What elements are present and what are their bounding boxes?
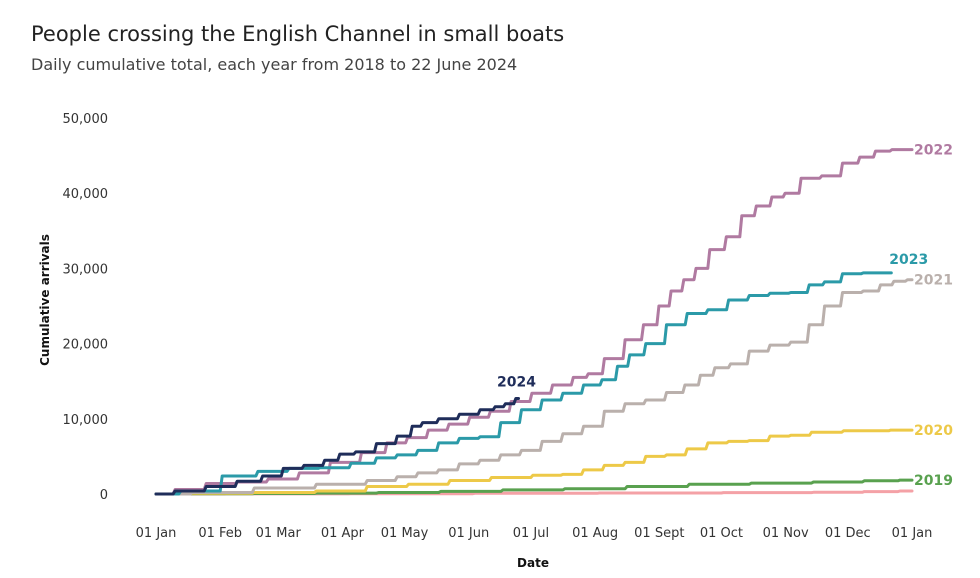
series-label-2023: 2023: [889, 252, 928, 268]
series-label-2019: 2019: [914, 473, 953, 489]
series-label-2024: 2024: [497, 374, 536, 390]
series-label-2022: 2022: [914, 143, 953, 159]
y-tick-label: 0: [100, 488, 108, 503]
x-tick-label: 01 Nov: [763, 526, 809, 541]
x-tick-label: 01 Aug: [572, 526, 618, 541]
series-labels: 2019 2020 2021 2022 2023 2024: [497, 143, 953, 490]
x-tick-label: 01 May: [381, 526, 429, 541]
y-tick-label: 10,000: [63, 413, 109, 428]
series-line-2024: [154, 397, 520, 496]
series-line-2022: [154, 148, 914, 496]
y-tick-label: 30,000: [63, 262, 109, 277]
series-line-2021: [154, 278, 914, 496]
x-tick-label: 01 Jan: [892, 526, 933, 541]
chart-subtitle: Daily cumulative total, each year from 2…: [31, 55, 518, 74]
x-tick-label: 01 Mar: [256, 526, 302, 541]
series-label-2021: 2021: [914, 273, 953, 289]
x-tick-label: 01 Jul: [513, 526, 549, 541]
x-axis-title: Date: [517, 556, 549, 570]
y-tick-label: 50,000: [63, 112, 109, 127]
x-axis: 01 Jan 01 Feb 01 Mar 01 Apr 01 May 01 Jun 01 J…: [136, 526, 933, 541]
x-tick-label: 01 Dec: [825, 526, 871, 541]
chart-title: People crossing the English Channel in s…: [31, 22, 565, 46]
series-line-2020: [154, 428, 914, 496]
y-tick-label: 20,000: [63, 338, 109, 353]
x-tick-label: 01 Sept: [634, 526, 684, 541]
x-tick-label: 01 Jun: [448, 526, 489, 541]
series-lines: [154, 148, 914, 496]
y-tick-label: 40,000: [63, 187, 109, 202]
series-label-2020: 2020: [914, 423, 953, 439]
x-tick-label: 01 Feb: [198, 526, 242, 541]
x-tick-label: 01 Oct: [700, 526, 743, 541]
x-tick-label: 01 Apr: [321, 526, 365, 541]
y-axis-title: Cumulative arrivals: [38, 234, 52, 366]
series-line-2023: [154, 271, 893, 496]
x-tick-label: 01 Jan: [136, 526, 177, 541]
y-axis: 0 10,000 20,000 30,000 40,000 50,000: [63, 112, 109, 503]
